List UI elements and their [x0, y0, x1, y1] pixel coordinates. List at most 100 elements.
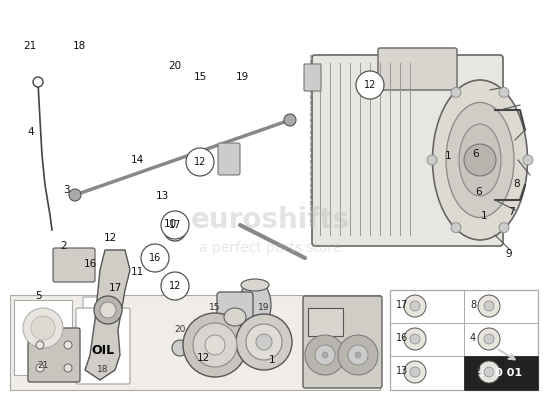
Circle shape: [315, 345, 335, 365]
Circle shape: [451, 88, 461, 98]
Ellipse shape: [239, 280, 271, 330]
Circle shape: [94, 296, 122, 324]
Text: 14: 14: [131, 155, 144, 165]
Polygon shape: [85, 250, 130, 380]
Text: 12: 12: [103, 233, 117, 243]
Text: a perfect parts store: a perfect parts store: [199, 241, 341, 255]
Text: 19: 19: [235, 72, 249, 82]
FancyBboxPatch shape: [303, 296, 382, 388]
Text: 12: 12: [169, 281, 181, 291]
Circle shape: [305, 335, 345, 375]
Text: 7: 7: [508, 207, 515, 217]
Circle shape: [186, 148, 214, 176]
Text: 11: 11: [131, 267, 144, 277]
Circle shape: [64, 341, 72, 349]
Text: 10: 10: [164, 219, 177, 229]
Text: 6: 6: [472, 149, 479, 159]
FancyBboxPatch shape: [312, 55, 503, 246]
Circle shape: [410, 367, 420, 377]
Circle shape: [499, 222, 509, 232]
Circle shape: [161, 211, 189, 239]
Text: 3: 3: [63, 185, 69, 195]
FancyBboxPatch shape: [28, 328, 80, 382]
Circle shape: [284, 114, 296, 126]
FancyBboxPatch shape: [83, 297, 110, 314]
Text: 18: 18: [73, 41, 86, 51]
Text: 2: 2: [60, 241, 67, 251]
Text: 16: 16: [396, 333, 408, 343]
Ellipse shape: [432, 80, 527, 240]
Circle shape: [523, 155, 533, 165]
Circle shape: [404, 295, 426, 317]
Text: 8: 8: [514, 179, 520, 189]
Text: 12: 12: [364, 80, 376, 90]
Bar: [14, 300, 72, 375]
Text: 17: 17: [109, 283, 122, 293]
Circle shape: [236, 314, 292, 370]
Circle shape: [246, 324, 282, 360]
Circle shape: [69, 189, 81, 201]
Circle shape: [170, 225, 180, 235]
Text: 21: 21: [37, 360, 49, 370]
Text: 5: 5: [35, 291, 42, 301]
Text: 1: 1: [481, 211, 487, 221]
Circle shape: [256, 334, 272, 350]
Circle shape: [484, 367, 494, 377]
Ellipse shape: [241, 279, 269, 291]
Text: 4: 4: [27, 127, 34, 137]
Text: 15: 15: [209, 304, 221, 312]
Circle shape: [141, 244, 169, 272]
Text: 12: 12: [470, 366, 482, 376]
Circle shape: [348, 345, 368, 365]
Text: 6: 6: [475, 187, 482, 197]
Circle shape: [164, 219, 186, 241]
Text: 8: 8: [470, 300, 476, 310]
Text: 18: 18: [97, 366, 109, 374]
Text: 1: 1: [269, 355, 276, 365]
Ellipse shape: [446, 102, 514, 218]
Circle shape: [356, 71, 384, 99]
Text: euroshifts: euroshifts: [190, 206, 350, 234]
Circle shape: [322, 352, 328, 358]
Circle shape: [451, 222, 461, 232]
Circle shape: [478, 295, 500, 317]
Circle shape: [410, 301, 420, 311]
Text: 9: 9: [505, 249, 512, 259]
Circle shape: [427, 155, 437, 165]
Text: 4: 4: [470, 333, 476, 343]
FancyBboxPatch shape: [76, 308, 130, 384]
Bar: [308, 308, 343, 336]
Ellipse shape: [459, 124, 501, 196]
Circle shape: [183, 313, 247, 377]
Circle shape: [338, 335, 378, 375]
Text: 17: 17: [169, 220, 181, 230]
Text: 21: 21: [24, 41, 37, 51]
FancyBboxPatch shape: [53, 248, 95, 282]
Text: 20: 20: [174, 326, 186, 334]
FancyBboxPatch shape: [218, 143, 240, 175]
Circle shape: [484, 334, 494, 344]
FancyBboxPatch shape: [304, 64, 321, 91]
Circle shape: [478, 361, 500, 383]
Text: 12: 12: [194, 157, 206, 167]
Bar: [464, 356, 538, 390]
Circle shape: [464, 144, 496, 176]
Text: 20: 20: [168, 61, 182, 71]
Bar: [310, 55, 415, 225]
Circle shape: [410, 334, 420, 344]
Bar: [390, 290, 538, 390]
Circle shape: [172, 340, 188, 356]
Circle shape: [31, 316, 55, 340]
Text: OIL: OIL: [91, 344, 114, 356]
Circle shape: [193, 323, 237, 367]
Circle shape: [499, 88, 509, 98]
Circle shape: [404, 328, 426, 350]
Circle shape: [36, 341, 44, 349]
Text: 13: 13: [396, 366, 408, 376]
Text: 17: 17: [396, 300, 408, 310]
Circle shape: [33, 77, 43, 87]
FancyBboxPatch shape: [217, 292, 253, 340]
Circle shape: [355, 352, 361, 358]
Circle shape: [205, 335, 225, 355]
Text: 16: 16: [84, 259, 97, 269]
